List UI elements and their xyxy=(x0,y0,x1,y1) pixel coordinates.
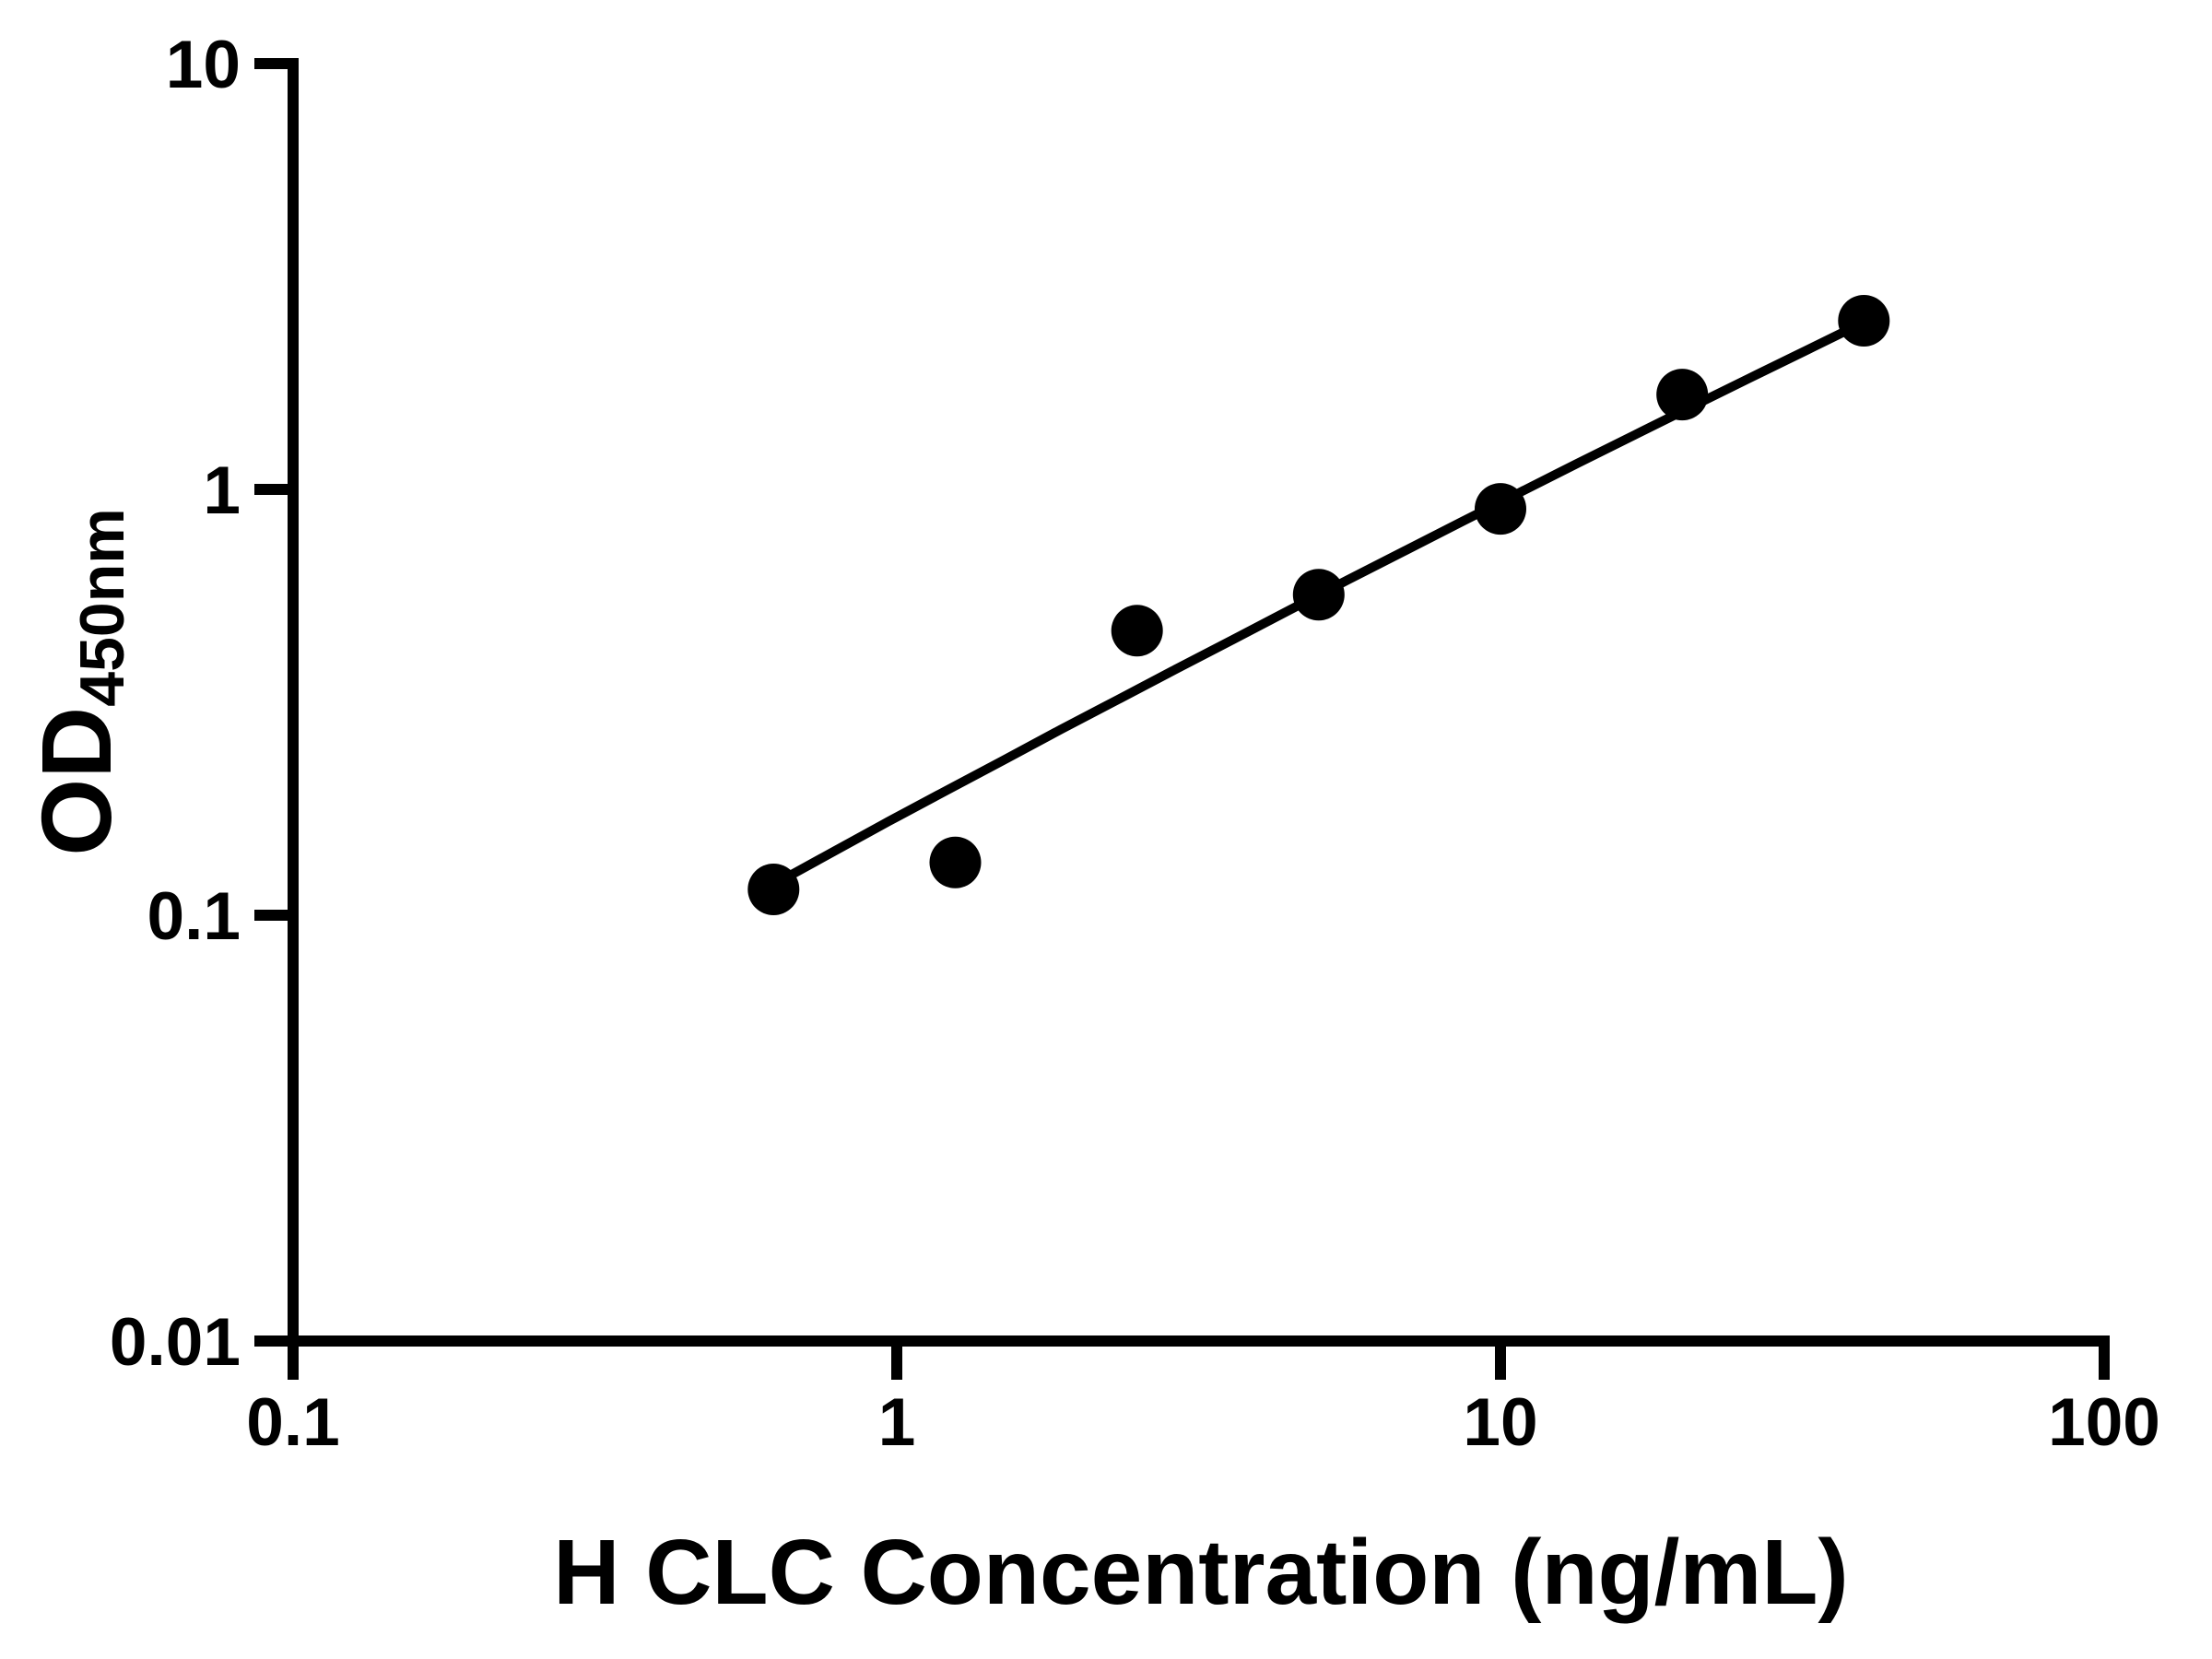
data-point xyxy=(929,836,982,888)
data-point xyxy=(1475,483,1526,535)
y-tick-label: 1 xyxy=(203,453,241,528)
y-tick-label: 10 xyxy=(166,28,241,102)
data-point xyxy=(747,864,800,915)
y-tick-label: 0.1 xyxy=(147,879,241,954)
data-point xyxy=(1838,295,1890,347)
y-axis-title-subscript: 450nm xyxy=(67,508,137,706)
x-tick-label: 10 xyxy=(1463,1385,1537,1460)
axes xyxy=(288,58,2110,1347)
data-point xyxy=(1656,369,1709,421)
data-point xyxy=(1292,569,1345,621)
x-tick-label: 1 xyxy=(878,1385,916,1460)
ticks xyxy=(254,58,2110,1380)
data-point xyxy=(1111,605,1163,657)
y-tick-label: 0.01 xyxy=(110,1305,241,1380)
data-points-group xyxy=(747,295,1890,915)
x-tick-label: 0.1 xyxy=(246,1385,339,1460)
y-axis-title: OD450nm xyxy=(20,508,137,855)
x-tick-label: 100 xyxy=(2048,1385,2160,1460)
x-axis-title: H CLC Concentration (ng/mL) xyxy=(553,1521,1848,1624)
y-axis-title-main: OD xyxy=(20,707,132,856)
